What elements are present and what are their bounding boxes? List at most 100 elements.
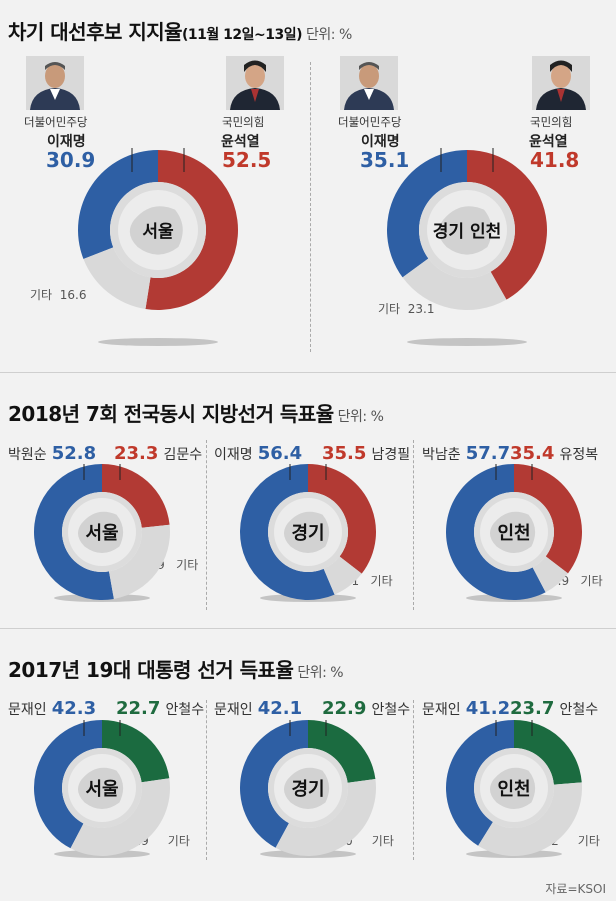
chart7-other-label: 기타 (371, 834, 394, 848)
chart7-labels-right: 22.9 안철수 (322, 698, 410, 719)
slice-문재인 (240, 720, 308, 848)
region-label: 인천 (497, 523, 530, 544)
candidate-name-left-2: 이재명 (361, 134, 400, 150)
slice-기타 (478, 782, 582, 856)
person-icon (30, 62, 80, 110)
chart7-labels: 문재인 42.1 (214, 698, 302, 719)
section2-title-text: 2018년 7회 전국동시 지방선거 득표율 (8, 402, 334, 426)
slice-안철수 (514, 720, 582, 785)
candidate-photo-lee-2 (340, 56, 398, 110)
chart4-name-left: 이재명 (214, 447, 253, 463)
donut-chart-1: 서울 (78, 148, 238, 346)
chart8-name-left: 문재인 (422, 702, 461, 718)
section-divider-1 (0, 372, 616, 373)
chart5-other-label: 기타 (580, 574, 603, 588)
section3-unit: 단위: % (297, 665, 344, 681)
slice-윤석열 (467, 150, 547, 300)
chart7-name-left: 문재인 (214, 702, 253, 718)
donut-chart-5: 인천 (446, 464, 582, 602)
chart1-value-left: 30.9 (46, 148, 96, 172)
slice-안철수 (308, 720, 376, 783)
candidate-photo-lee (26, 56, 84, 110)
chart2-other-label: 기타 (378, 302, 401, 316)
section-divider-2 (0, 628, 616, 629)
section3-divider-a (206, 700, 207, 860)
chart8-name-right: 안철수 (559, 702, 599, 718)
chart3-labels-right: 23.3 김문수 (114, 443, 202, 464)
region-label: 서울 (85, 523, 118, 544)
chart8-value-left: 41.2 (465, 698, 511, 719)
chart1-other-label: 기타 (30, 288, 53, 302)
candidate-name-right-2: 윤석열 (529, 134, 568, 150)
candidate-photo-yoon-2 (532, 56, 590, 110)
chart3-name-left: 박원순 (8, 447, 47, 463)
donut-chart-2: 경기 인천 (387, 148, 547, 346)
section1-divider (310, 62, 311, 352)
chart7-value-right: 22.9 (322, 698, 367, 719)
region-label: 경기 (291, 523, 324, 544)
chart5-name-right: 유정복 (559, 447, 599, 463)
slice-윤석열 (145, 150, 238, 310)
region-label: 경기 인천 (433, 222, 501, 242)
section2-divider-b (413, 440, 414, 610)
slice-기타 (402, 258, 507, 310)
donut-chart-7: 경기 (240, 720, 376, 858)
region-map-shape (77, 767, 124, 810)
chart5-name-left: 박남춘 (422, 447, 461, 463)
section1-subtitle: (11월 12일~13일) (182, 27, 303, 43)
chart2-value-right: 41.8 (530, 148, 580, 172)
person-icon (536, 60, 586, 110)
slice-이재명 (78, 150, 158, 259)
source-note: 자료=KSOI (545, 882, 606, 896)
chart5-value-left: 57.7 (465, 443, 511, 464)
chart7-name-right: 안철수 (371, 702, 411, 718)
chart1-value-right: 52.5 (222, 148, 272, 172)
chart3-value-right: 23.3 (114, 443, 159, 464)
section3-title: 2017년 19대 대통령 선거 득표율 단위: % (8, 654, 344, 683)
chart8-labels: 문재인 41.2 (422, 698, 510, 719)
slice-기타 (83, 247, 151, 310)
chart3-name-right: 김문수 (163, 447, 203, 463)
donut-chart-6: 서울 (34, 720, 170, 858)
region-label: 인천 (497, 779, 530, 800)
slice-기타 (109, 524, 170, 599)
region-label: 서울 (142, 222, 174, 242)
shadow-ellipse (407, 338, 527, 346)
section2-unit: 단위: % (337, 409, 384, 425)
chart6-name-right: 안철수 (165, 702, 205, 718)
chart4-labels-right: 35.5 남경필 (322, 443, 410, 464)
chart7-value-left: 42.1 (257, 698, 303, 719)
slice-박남춘 (446, 464, 546, 600)
chart3-other-label: 기타 (176, 558, 199, 572)
party-label-right: 국민의힘 (222, 115, 265, 129)
person-icon (230, 60, 280, 110)
region-label: 서울 (85, 779, 118, 800)
slice-안철수 (102, 720, 170, 783)
chart8-other-label: 기타 (577, 834, 600, 848)
region-map-shape (129, 206, 183, 255)
slice-남경필 (308, 464, 376, 574)
chart6-value-right: 22.7 (116, 698, 161, 719)
candidate-name-right: 윤석열 (221, 134, 260, 150)
slice-기타 (70, 778, 170, 856)
party-label-right-2: 국민의힘 (530, 115, 573, 129)
chart4-value-right: 35.5 (322, 443, 367, 464)
slice-기타 (275, 779, 376, 856)
chart2-value-left: 35.1 (360, 148, 410, 172)
candidate-photo-yoon (226, 56, 284, 110)
chart5-labels-right: 35.4 유정복 (510, 443, 598, 464)
chart1-other-value: 16.6 (59, 288, 87, 302)
section3-divider-b (413, 700, 414, 860)
slice-문재인 (34, 720, 102, 849)
slice-박원순 (34, 464, 114, 600)
party-label-left: 더불어민주당 (24, 115, 88, 129)
section3-title-text: 2017년 19대 대통령 선거 득표율 (8, 658, 294, 682)
region-map-shape (438, 206, 492, 255)
section1-title-text: 차기 대선후보 지지율 (8, 20, 183, 44)
party-label-left-2: 더불어민주당 (338, 115, 402, 129)
slice-김문수 (102, 464, 170, 528)
chart8-value-right: 23.7 (510, 698, 555, 719)
chart6-name-left: 문재인 (8, 702, 47, 718)
chart8-labels-right: 23.7 안철수 (510, 698, 598, 719)
region-label: 경기 (291, 779, 324, 800)
